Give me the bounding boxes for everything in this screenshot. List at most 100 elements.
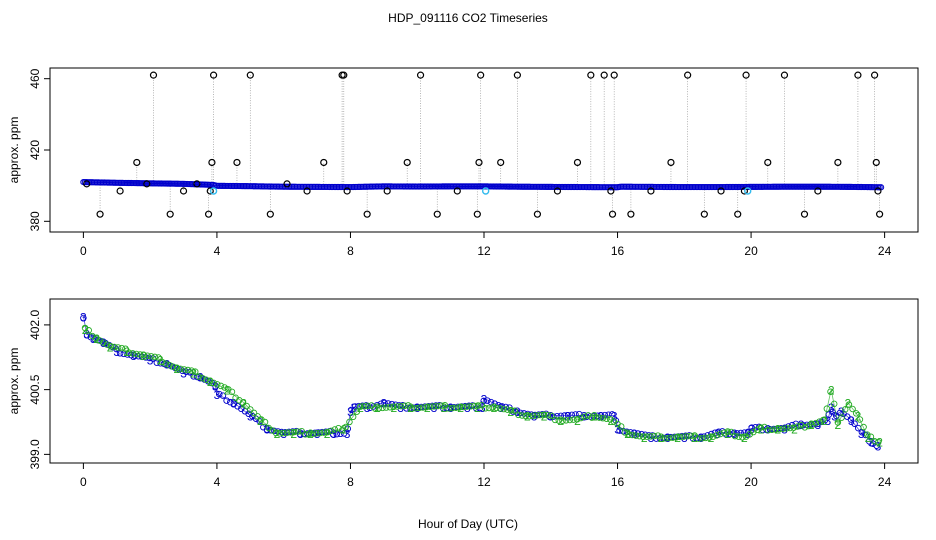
flag-point: [204, 210, 213, 218]
series-point-2: [287, 429, 294, 436]
flag-point: [764, 158, 772, 167]
series-point-2: [485, 404, 493, 412]
series-point-2: [808, 421, 816, 428]
x-tick-label: 20: [744, 244, 758, 258]
series-point-2: [243, 402, 250, 410]
flag-point: [473, 210, 481, 218]
series-point-2: [676, 433, 684, 441]
series-point-2: [397, 402, 405, 410]
bottom-panel-axes: 0 4 8 12 16 20 24 399.0 400.5 402.0: [28, 310, 891, 489]
series-point-2: [280, 429, 287, 437]
highlight-point: [744, 187, 752, 195]
chart-title: HDP_091116 CO2 Timeseries: [388, 11, 548, 25]
flag-point: [573, 158, 582, 167]
series-point-2: [830, 400, 838, 408]
series-marker-3: 3: [80, 310, 87, 324]
flag-point: [854, 71, 862, 79]
flag-point: [513, 71, 521, 79]
x-tick-label: 24: [878, 475, 892, 489]
series-point-2: [415, 404, 423, 412]
series-point-2: [783, 425, 790, 432]
series-point-2: [122, 345, 129, 352]
series-marker-3: 3: [180, 366, 187, 380]
top-y-axis-label: approx. ppm: [7, 117, 21, 184]
series-point-2: [805, 422, 812, 430]
series-point-2: [687, 432, 695, 440]
series-point-2: [353, 408, 361, 415]
series-point-2: [673, 434, 680, 441]
series-point-2: [335, 424, 342, 432]
series-point-2: [390, 403, 397, 411]
series-point-2: [85, 327, 92, 334]
series-point-2: [144, 352, 151, 359]
series-point-2: [834, 419, 842, 426]
series-point-2: [460, 403, 467, 411]
series-point-2: [518, 412, 526, 419]
series-point-2: [173, 365, 181, 372]
series-point-2: [537, 411, 544, 419]
series-point-3: [491, 400, 498, 407]
flag-point: [874, 187, 882, 195]
series-point-2: [790, 424, 798, 431]
flag-point: [403, 158, 411, 167]
series-point-2: [764, 426, 772, 434]
flag-point: [608, 210, 617, 218]
series-marker-2: 2: [441, 401, 448, 415]
series-point-2: [375, 405, 383, 412]
flag-point: [283, 180, 291, 188]
series-point-2: [584, 412, 592, 419]
series-marker-2: 2: [424, 401, 431, 415]
series-marker-2: 2: [374, 401, 381, 415]
flag-point: [834, 158, 842, 167]
series-point-2: [658, 435, 665, 442]
series-marker-3: 3: [798, 418, 805, 432]
series-marker-3: 3: [147, 353, 154, 367]
series-point-2: [875, 439, 882, 446]
series-point-3: [344, 425, 352, 433]
series-marker-3: 3: [100, 336, 107, 350]
series-point-2: [195, 373, 203, 380]
series-point-2: [283, 429, 291, 436]
series-point-2: [158, 358, 166, 366]
series-marker-2: 2: [865, 431, 872, 445]
series-point-2: [702, 434, 709, 442]
series-marker-3: 3: [347, 405, 354, 419]
series-point-2: [247, 406, 254, 413]
series-marker-3: 3: [848, 414, 855, 428]
series-point-2: [533, 412, 540, 419]
series-point-2: [816, 418, 823, 425]
series-point-2: [239, 399, 247, 407]
series-marker-3: 3: [83, 328, 90, 342]
series-point-2: [393, 403, 401, 410]
series-marker-3: 3: [381, 397, 388, 411]
series-marker-3: 3: [764, 422, 771, 436]
flag-point: [734, 210, 742, 218]
flag-point: [383, 187, 391, 195]
series-point-2: [651, 432, 658, 440]
series-point-2: [96, 337, 103, 344]
series-point-2: [680, 433, 687, 440]
series-point-2: [103, 341, 111, 348]
series-marker-3: 3: [247, 410, 254, 424]
series-point-2: [684, 432, 691, 440]
x-tick-label: 8: [347, 475, 354, 489]
flag-point: [96, 210, 104, 218]
series-point-2: [632, 432, 640, 439]
series-point-2: [779, 425, 787, 432]
series-point-2: [371, 405, 379, 412]
flag-point: [700, 210, 708, 218]
series-point-2: [864, 431, 871, 438]
series-point-2: [643, 433, 651, 440]
series-marker-3: 3: [581, 410, 588, 424]
series-marker-2: 2: [691, 431, 698, 445]
series-point-2: [845, 401, 853, 408]
series-point-2: [338, 427, 346, 434]
series-point-2: [559, 417, 566, 424]
series-point-2: [581, 413, 588, 420]
top-panel-series: [80, 71, 885, 218]
series-point-2: [768, 426, 776, 434]
series-marker-2: 2: [290, 427, 297, 441]
series-marker-2: 2: [821, 414, 828, 428]
series-point-2: [819, 416, 827, 424]
